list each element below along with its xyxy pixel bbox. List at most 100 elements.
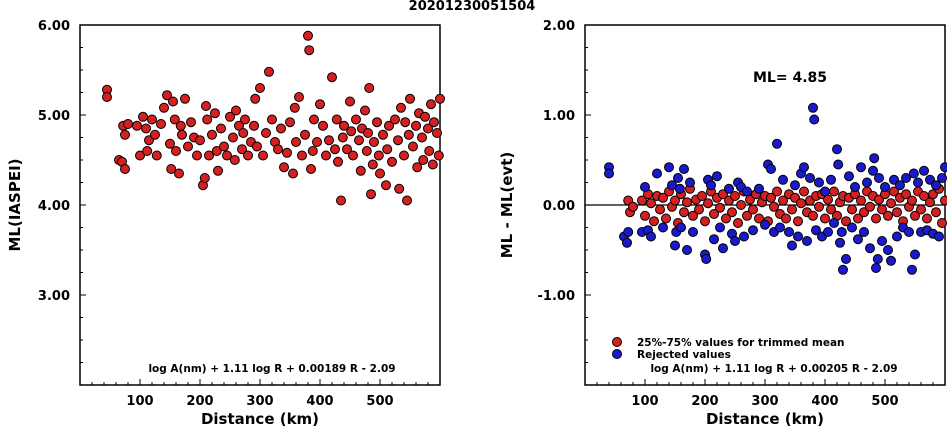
- right-x-tick-label: 100: [631, 394, 658, 409]
- right-data-point-series-1: [742, 186, 752, 197]
- right-data-point-series-1: [847, 222, 857, 233]
- legend-label-rejected: Rejected values: [637, 349, 731, 361]
- right-data-point-series-0: [892, 207, 902, 218]
- left-data-point-series-0: [204, 150, 214, 161]
- left-data-point-series-0: [300, 129, 310, 140]
- left-data-point-series-0: [318, 120, 328, 131]
- left-data-point-series-0: [195, 135, 205, 146]
- right-data-point-series-1: [907, 264, 917, 275]
- left-data-point-series-0: [141, 123, 151, 134]
- right-data-point-series-0: [808, 210, 818, 221]
- left-data-point-series-0: [405, 93, 415, 104]
- left-data-point-series-0: [225, 111, 235, 122]
- right-data-point-series-0: [727, 207, 737, 218]
- left-data-point-series-0: [261, 128, 271, 138]
- left-data-point-series-0: [186, 117, 196, 128]
- left-data-point-series-0: [210, 108, 220, 119]
- right-data-point-series-0: [733, 218, 743, 228]
- left-data-point-series-0: [165, 138, 175, 149]
- left-data-point-series-0: [339, 120, 349, 131]
- right-x-ticks: 100 200 300 400 500: [596, 379, 934, 409]
- right-data-point-series-0: [865, 201, 875, 212]
- right-data-point-series-1: [892, 231, 902, 242]
- right-data-point-series-1: [652, 168, 662, 179]
- right-data-point-series-0: [769, 201, 779, 212]
- right-data-point-series-0: [742, 210, 752, 221]
- left-data-point-series-0: [348, 150, 358, 161]
- right-data-point-series-0: [796, 198, 806, 209]
- left-data-point-series-0: [327, 72, 337, 83]
- right-data-point-series-0: [754, 213, 764, 224]
- right-data-point-series-1: [670, 240, 680, 251]
- left-y-tick-label: 5.00: [38, 109, 70, 124]
- right-data-point-series-1: [811, 225, 821, 236]
- right-data-point-series-1: [853, 234, 863, 245]
- right-data-point-series-1: [931, 180, 941, 191]
- left-data-point-series-0: [417, 132, 427, 143]
- left-data-point-series-0: [435, 93, 445, 104]
- right-data-point-series-1: [715, 222, 725, 233]
- left-data-point-series-0: [354, 135, 364, 146]
- right-data-point-series-0: [658, 192, 668, 203]
- left-data-point-series-0: [243, 150, 253, 161]
- right-data-point-series-0: [715, 202, 725, 213]
- left-data-point-series-0: [201, 101, 211, 111]
- left-data-point-series-0: [213, 165, 223, 176]
- right-data-point-series-1: [874, 173, 884, 183]
- right-data-point-series-1: [676, 222, 686, 233]
- left-data-point-series-0: [402, 195, 412, 206]
- right-data-point-series-1: [688, 227, 698, 237]
- left-data-point-series-0: [330, 144, 340, 155]
- left-data-point-series-0: [412, 162, 423, 173]
- right-data-point-series-0: [847, 204, 857, 215]
- right-data-point-series-1: [940, 162, 947, 173]
- left-data-point-series-0: [267, 114, 277, 125]
- left-data-point-series-0: [249, 120, 259, 131]
- left-data-point-series-0: [288, 168, 298, 179]
- right-data-point-series-1: [701, 254, 712, 264]
- right-data-point-series-0: [787, 204, 797, 215]
- right-data-point-series-1: [809, 114, 820, 125]
- right-data-point-series-1: [856, 162, 866, 173]
- left-data-point-series-0: [304, 45, 315, 56]
- right-data-point-series-1: [799, 162, 809, 173]
- left-data-point-series-0: [123, 119, 133, 129]
- left-data-point-series-0: [399, 150, 409, 161]
- right-data-point-series-0: [697, 191, 707, 201]
- right-data-point-series-0: [730, 191, 740, 201]
- right-data-point-series-1: [829, 218, 839, 228]
- right-data-point-series-1: [724, 183, 734, 194]
- right-data-point-series-1: [836, 227, 847, 237]
- left-data-point-series-0: [228, 132, 238, 143]
- left-data-point-series-0: [229, 155, 240, 165]
- left-data-point-series-0: [367, 159, 378, 170]
- left-data-point-series-0: [237, 144, 247, 155]
- left-data-point-series-0: [306, 164, 316, 174]
- left-data-point-series-0: [142, 146, 153, 156]
- left-data-point-series-0: [250, 93, 261, 104]
- right-data-point-series-1: [871, 263, 881, 273]
- left-data-point-series-0: [279, 162, 289, 173]
- right-panel: -1.00 0.00 1.00 2.00 100 200 300 400 500 ML - M…: [498, 19, 947, 428]
- right-data-point-series-1: [682, 245, 692, 255]
- right-data-point-series-0: [937, 218, 947, 228]
- right-data-point-series-0: [736, 200, 746, 210]
- right-data-point-series-0: [661, 213, 671, 224]
- left-data-point-series-0: [361, 146, 372, 156]
- left-data-point-series-0: [276, 123, 286, 134]
- right-x-axis-label: Distance (km): [706, 410, 824, 428]
- left-data-point-series-0: [387, 156, 397, 167]
- left-data-point-series-0: [418, 155, 429, 165]
- right-data-point-series-1: [622, 237, 632, 248]
- right-data-point-series-1: [718, 243, 728, 254]
- right-data-point-series-1: [754, 183, 764, 194]
- left-data-point-series-0: [120, 129, 130, 140]
- right-data-point-series-0: [679, 207, 689, 218]
- left-data-point-series-0: [156, 119, 166, 129]
- ml-annotation: ML= 4.85: [753, 70, 827, 86]
- left-data-point-series-0: [351, 114, 361, 125]
- right-data-point-series-0: [682, 197, 692, 208]
- left-data-point-series-0: [393, 135, 403, 146]
- left-data-point-series-0: [372, 117, 382, 128]
- left-data-point-series-0: [427, 159, 438, 170]
